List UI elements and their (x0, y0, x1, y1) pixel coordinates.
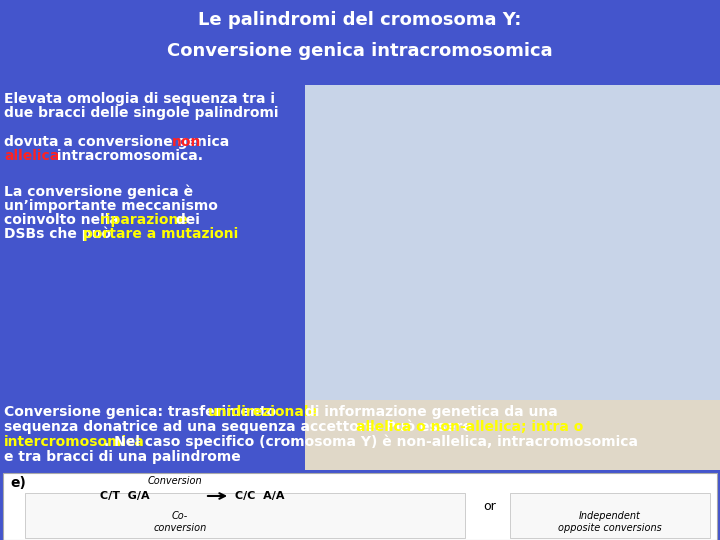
Text: Conversione genica: trasferimento: Conversione genica: trasferimento (4, 405, 281, 419)
Text: intracromosomica.: intracromosomica. (52, 149, 203, 163)
Bar (510, 493, 710, 538)
Text: C/T  G/A: C/T G/A (100, 491, 150, 501)
Text: non: non (172, 135, 202, 149)
Text: dei: dei (171, 213, 200, 227)
Text: Co-
conversion: Co- conversion (153, 511, 207, 533)
Text: coinvolto nella: coinvolto nella (4, 213, 124, 227)
Text: sequenza donatrice ad una sequenza accettore. Può essere: sequenza donatrice ad una sequenza accet… (4, 420, 477, 435)
Text: e): e) (10, 476, 26, 490)
Text: unidirezionale: unidirezionale (208, 405, 319, 419)
Text: un’importante meccanismo: un’importante meccanismo (4, 199, 218, 213)
Text: di informazione genetica da una: di informazione genetica da una (300, 405, 558, 419)
Text: portare a mutazioni: portare a mutazioni (83, 227, 238, 241)
Bar (305, 400, 720, 470)
Text: e tra bracci di una palindrome: e tra bracci di una palindrome (4, 450, 240, 464)
Text: Conversione genica intracromosomica: Conversione genica intracromosomica (167, 42, 553, 59)
Bar (25, 493, 465, 538)
Text: DSBs che può: DSBs che può (4, 227, 116, 241)
Text: due bracci delle singole palindromi: due bracci delle singole palindromi (4, 106, 279, 120)
Bar (305, 85, 720, 400)
Text: dovuta a conversione genica: dovuta a conversione genica (4, 135, 234, 149)
Text: Conversion: Conversion (148, 476, 202, 486)
Text: riparazione: riparazione (100, 213, 189, 227)
Text: or: or (484, 501, 496, 514)
Text: La conversione genica è: La conversione genica è (4, 185, 193, 199)
Text: Elevata omologia di sequenza tra i: Elevata omologia di sequenza tra i (4, 92, 275, 106)
Text: C/C  A/A: C/C A/A (235, 491, 284, 501)
Text: Le palindromi del cromosoma Y:: Le palindromi del cromosoma Y: (198, 11, 522, 29)
Text: Independent
opposite conversions: Independent opposite conversions (558, 511, 662, 533)
Text: intercromosomica: intercromosomica (4, 435, 145, 449)
Bar (3, 473, 717, 540)
Text: . Nel caso specifico (cromosoma Y) è non-allelica, intracromosomica: . Nel caso specifico (cromosoma Y) è non… (104, 435, 638, 449)
Text: allelica: allelica (4, 149, 59, 163)
Text: allelica o non-allelica; intra o: allelica o non-allelica; intra o (356, 420, 583, 434)
